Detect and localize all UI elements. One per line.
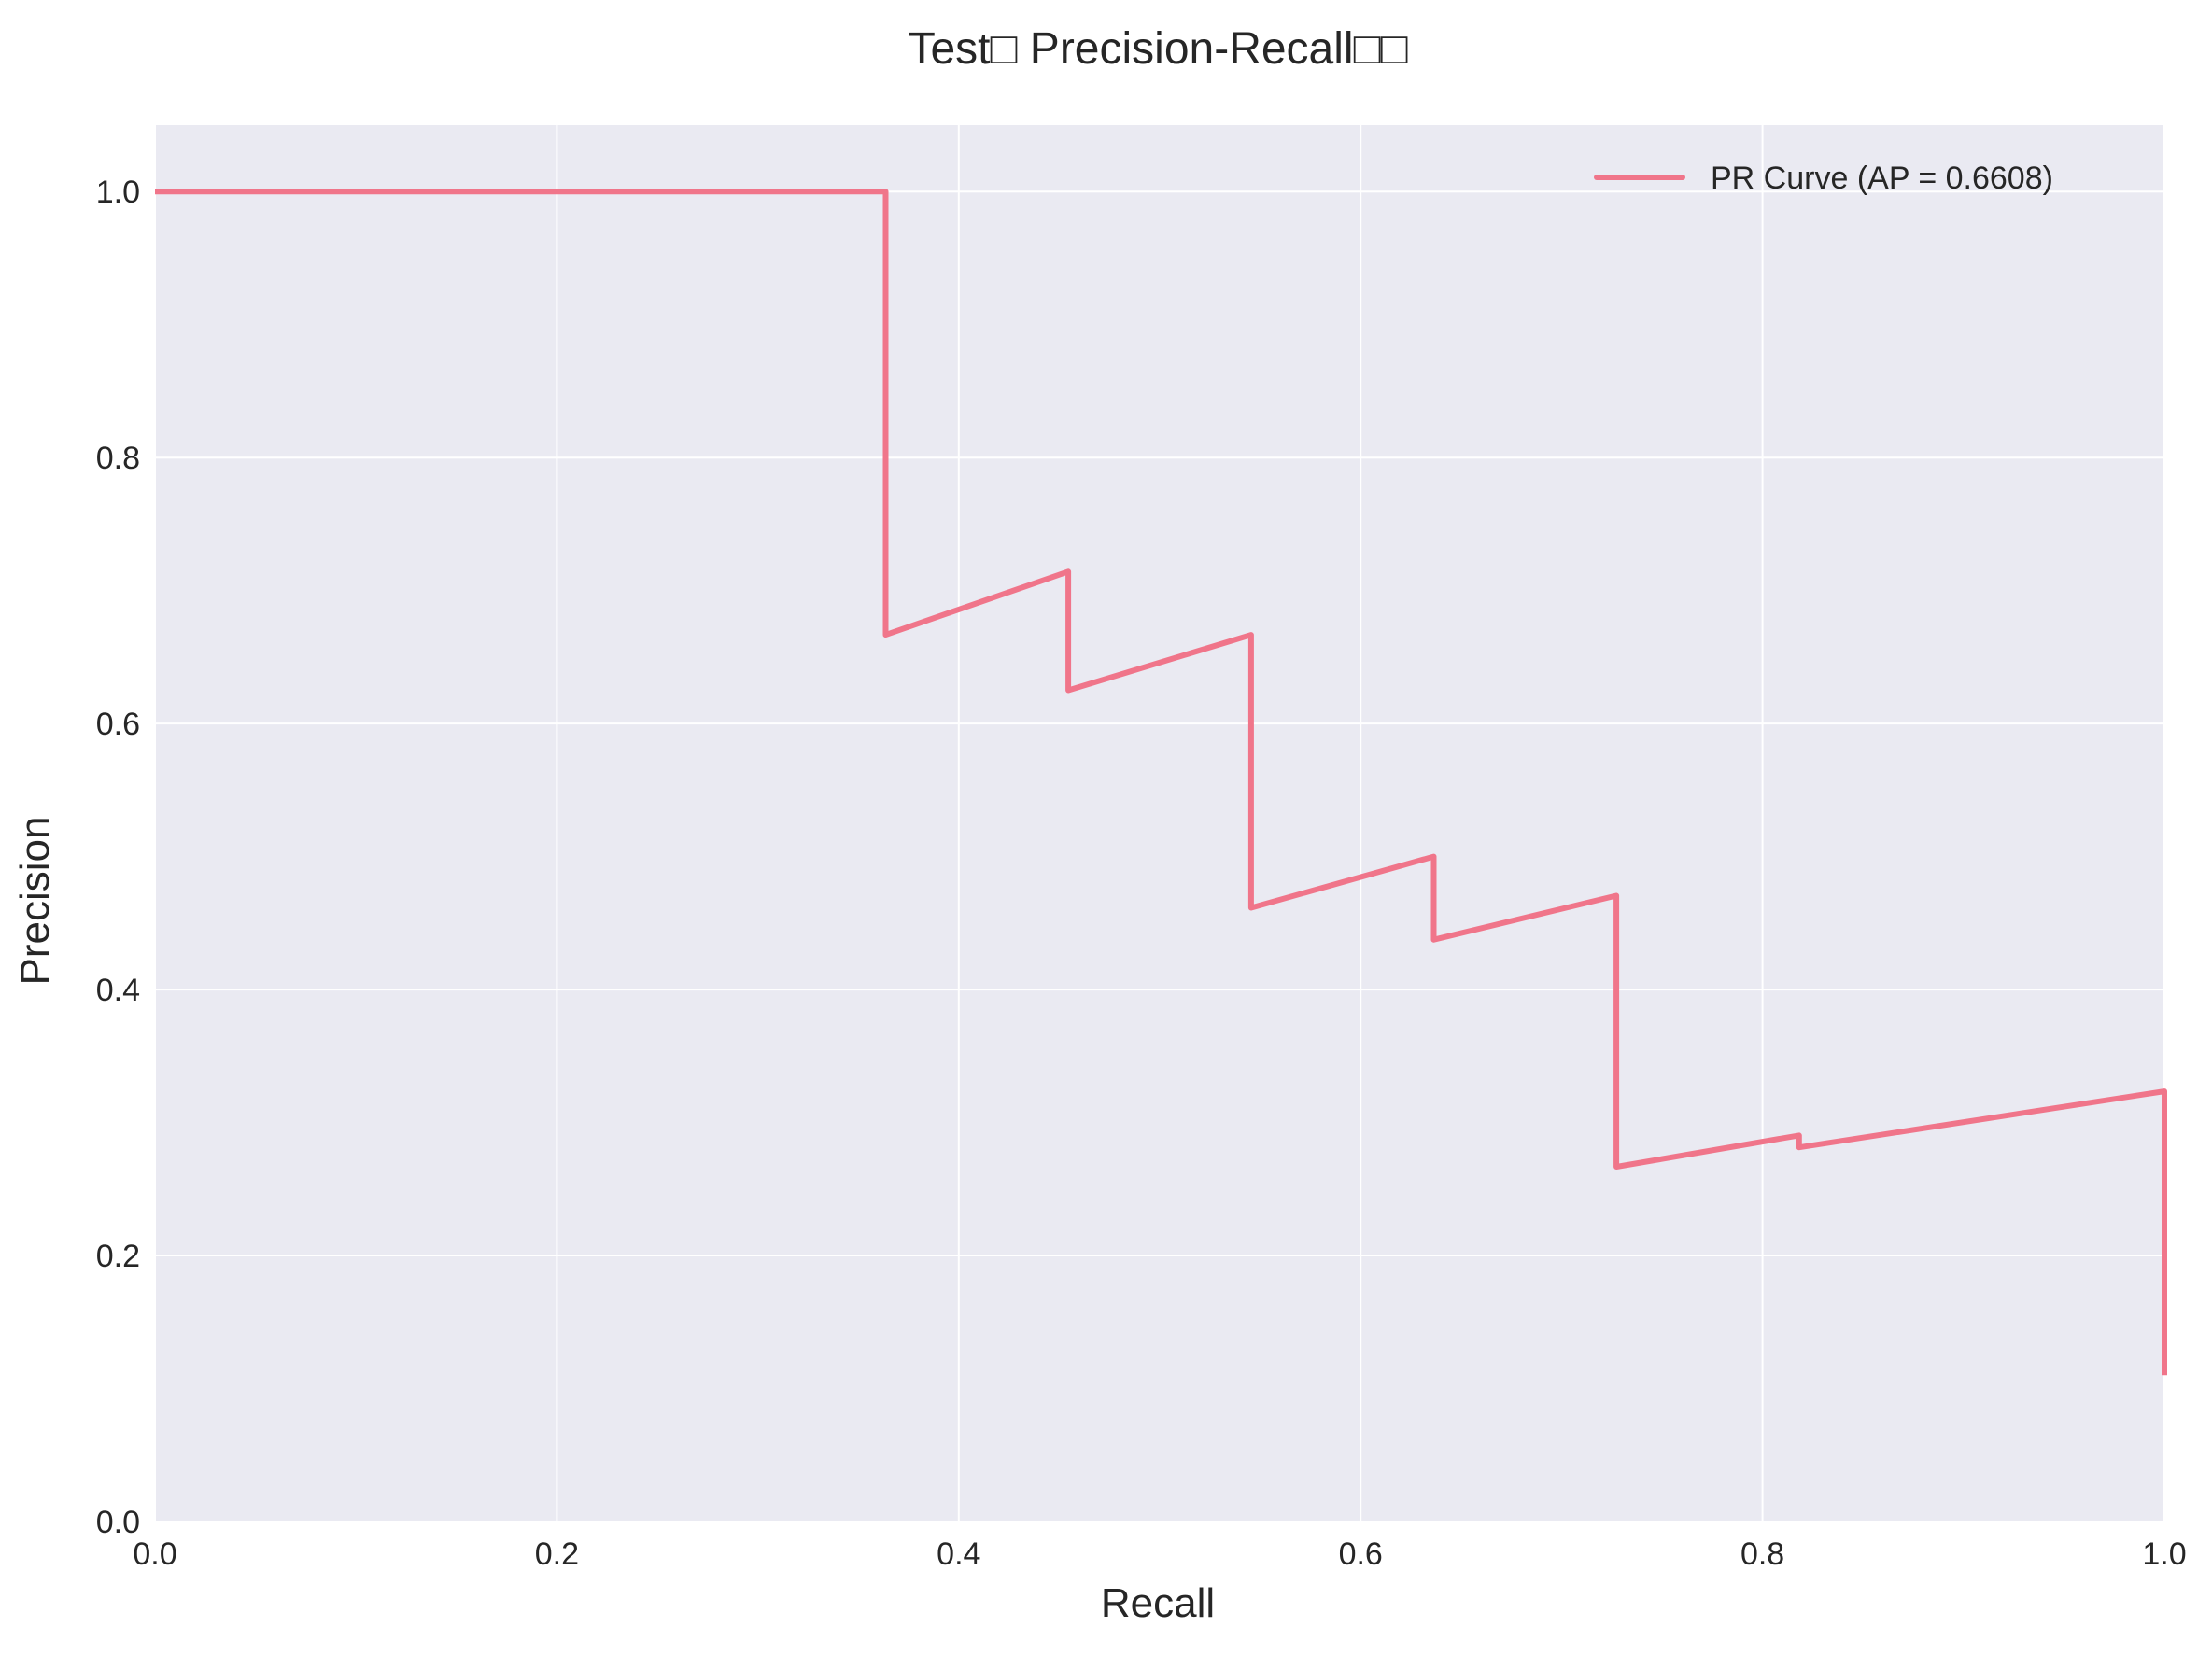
y-tick-label: 0.6 <box>96 707 140 742</box>
x-tick-label: 0.4 <box>937 1536 980 1572</box>
plot-area <box>155 125 2164 1522</box>
x-tick-label: 0.8 <box>1740 1536 1784 1572</box>
legend-label-pr-curve: PR Curve (AP = 0.6608) <box>1711 161 2053 196</box>
tick-labels: 0.0 0.2 0.4 0.6 0.8 1.0 0.0 0.2 0.4 0.6 0.8 1.0 <box>96 175 2187 1572</box>
y-tick-label: 0.4 <box>96 973 140 1008</box>
series-layer <box>155 189 2167 1376</box>
chart-title: Test□ Precision-Recall□□ <box>908 24 1407 74</box>
x-axis-label: Recall <box>1101 1580 1215 1626</box>
grid-lines <box>154 125 2165 1522</box>
series-line-pr-curve <box>155 189 2167 1376</box>
x-tick-label: 1.0 <box>2142 1536 2186 1572</box>
y-tick-label: 0.2 <box>96 1239 140 1274</box>
y-tick-label: 1.0 <box>96 175 140 210</box>
y-tick-label: 0.0 <box>96 1505 140 1540</box>
y-tick-label: 0.8 <box>96 441 140 476</box>
x-tick-label: 0.2 <box>535 1536 579 1572</box>
y-axis-label: Precision <box>12 817 58 986</box>
x-tick-label: 0.6 <box>1339 1536 1383 1572</box>
x-tick-label: 0.0 <box>133 1536 176 1572</box>
legend: PR Curve (AP = 0.6608) <box>1594 161 2053 196</box>
